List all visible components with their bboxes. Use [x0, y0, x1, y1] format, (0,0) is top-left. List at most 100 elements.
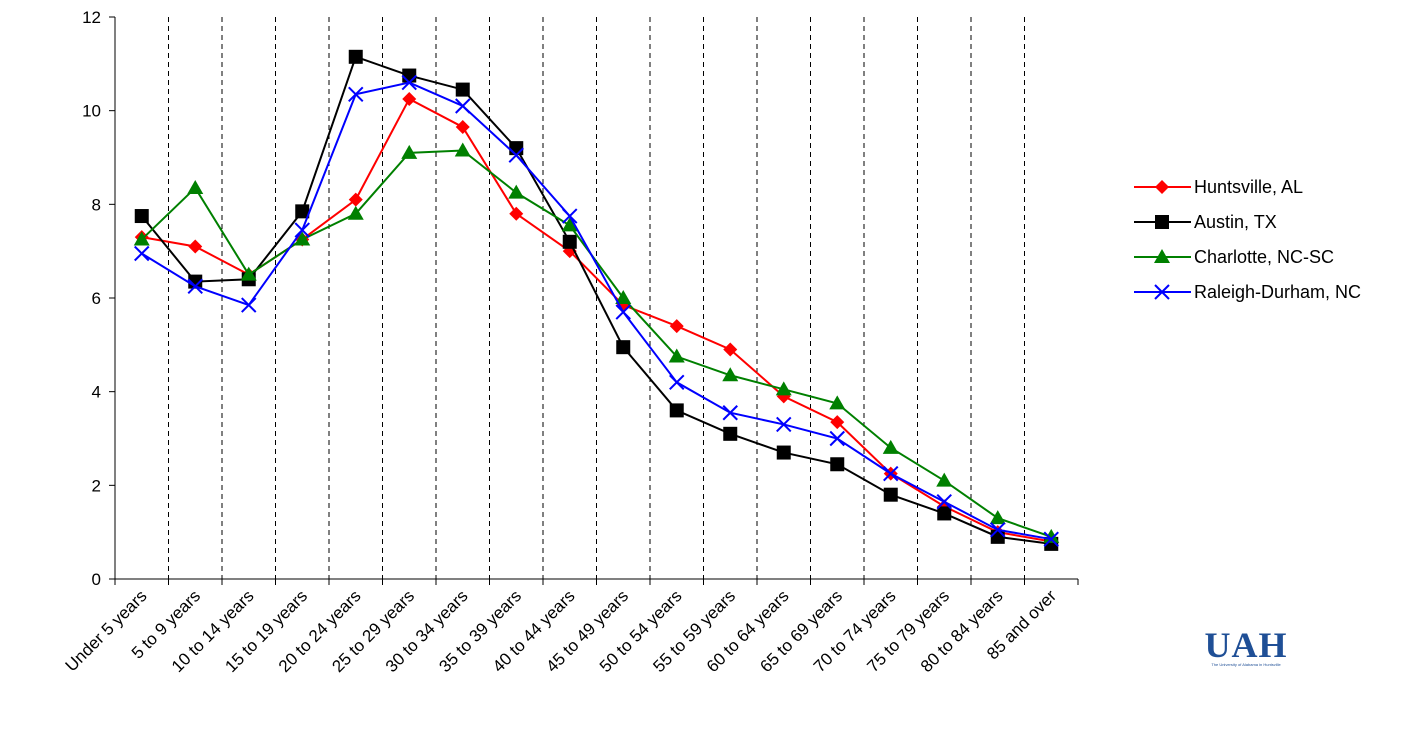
- data-point-square: [990, 529, 1005, 544]
- legend-label: Huntsville, AL: [1194, 177, 1303, 197]
- data-point-square: [509, 141, 524, 156]
- data-point-x: [615, 304, 631, 320]
- data-point-diamond: [509, 206, 524, 221]
- data-point-square: [295, 204, 310, 219]
- data-point-diamond: [723, 342, 738, 357]
- y-tick-label: 8: [92, 195, 101, 214]
- data-point-diamond: [402, 91, 417, 106]
- data-point-x: [401, 74, 417, 91]
- data-point-square: [723, 426, 738, 441]
- data-point-x: [187, 278, 203, 294]
- data-point-square: [883, 487, 898, 502]
- marker-stroke: [615, 304, 631, 320]
- data-point-square: [669, 403, 684, 418]
- data-point-diamond: [669, 319, 684, 334]
- legend: Huntsville, AL Austin, TX Charlotte, NC-SC…: [1134, 177, 1361, 302]
- y-tick-label: 0: [92, 570, 101, 589]
- data-point-x: [669, 374, 685, 391]
- data-point-x: [1154, 284, 1170, 300]
- data-point-triangle: [989, 510, 1006, 525]
- data-point-square: [455, 82, 470, 97]
- marker-stroke: [187, 278, 203, 294]
- y-tick-label: 4: [92, 383, 101, 402]
- marker-stroke: [1154, 284, 1170, 300]
- data-point-x: [508, 147, 524, 163]
- series-line-3: [141, 149, 1052, 538]
- data-point-triangle: [775, 381, 792, 396]
- data-point-triangle: [508, 184, 525, 199]
- data-point-triangle: [882, 439, 899, 454]
- marker-stroke: [508, 147, 524, 163]
- data-point-triangle: [454, 142, 471, 157]
- data-point-square: [402, 68, 417, 83]
- data-point-x: [722, 405, 738, 421]
- data-point-triangle: [668, 348, 685, 363]
- data-point-diamond: [348, 192, 363, 207]
- marker-stroke: [776, 416, 792, 433]
- marker-stroke: [455, 98, 471, 114]
- data-point-x: [294, 222, 310, 238]
- data-point-square: [348, 49, 363, 64]
- data-point-diamond: [830, 415, 845, 430]
- data-point-square: [134, 209, 149, 224]
- logo-subtext: The University of Alabama in Huntsville: [1211, 662, 1281, 667]
- data-point-triangle: [722, 367, 739, 382]
- data-point-triangle: [829, 395, 846, 410]
- y-tick-label: 10: [82, 102, 101, 121]
- data-point-triangle: [294, 231, 311, 246]
- data-point-triangle: [133, 231, 150, 246]
- data-point-diamond: [188, 239, 203, 254]
- marker-stroke: [990, 522, 1006, 538]
- data-point-x: [241, 297, 257, 313]
- data-point-x: [829, 430, 845, 447]
- marker-stroke: [241, 297, 257, 313]
- data-point-x: [776, 416, 792, 433]
- y-tick-label: 6: [92, 289, 101, 308]
- marker-stroke: [401, 74, 417, 91]
- data-point-square: [830, 457, 845, 472]
- marker-stroke: [722, 405, 738, 421]
- data-point-triangle: [936, 472, 953, 487]
- marker-stroke: [134, 245, 150, 262]
- data-point-triangle: [347, 205, 364, 220]
- legend-label: Raleigh-Durham, NC: [1194, 282, 1361, 302]
- data-point-triangle: [240, 266, 257, 281]
- data-point-x: [134, 245, 150, 262]
- marker-stroke: [883, 465, 899, 482]
- y-tick-label: 2: [92, 476, 101, 495]
- marker-stroke: [936, 494, 952, 510]
- data-point-x: [562, 208, 578, 224]
- data-point-x: [455, 98, 471, 114]
- x-tick-label: Under 5 years: [62, 586, 151, 675]
- data-point-square: [937, 506, 952, 521]
- data-point-x: [883, 465, 899, 482]
- legend-label: Charlotte, NC-SC: [1194, 247, 1334, 267]
- marker-stroke: [829, 430, 845, 447]
- data-point-triangle: [401, 144, 418, 159]
- marker-stroke: [1043, 531, 1059, 547]
- data-point-square: [1155, 215, 1169, 229]
- data-point-x: [936, 494, 952, 510]
- data-point-diamond: [1155, 180, 1169, 194]
- data-point-x: [990, 522, 1006, 538]
- series-line-2: [140, 55, 1052, 545]
- data-point-x: [348, 86, 364, 102]
- marker-stroke: [348, 86, 364, 102]
- logo-text: UAH: [1204, 625, 1288, 665]
- data-point-triangle: [615, 290, 632, 304]
- marker-stroke: [669, 374, 685, 391]
- marker-stroke: [294, 222, 310, 238]
- uah-logo: UAH The University of Alabama in Huntsvi…: [1186, 625, 1306, 670]
- series-line-4: [141, 81, 1052, 541]
- y-tick-label: 12: [82, 8, 101, 27]
- data-point-triangle: [561, 217, 578, 232]
- legend-label: Austin, TX: [1194, 212, 1277, 232]
- data-point-diamond: [455, 120, 470, 135]
- data-point-square: [562, 234, 577, 249]
- data-point-square: [616, 340, 631, 355]
- data-point-triangle: [187, 179, 204, 194]
- data-point-x: [1043, 531, 1059, 547]
- data-point-triangle: [1154, 249, 1170, 263]
